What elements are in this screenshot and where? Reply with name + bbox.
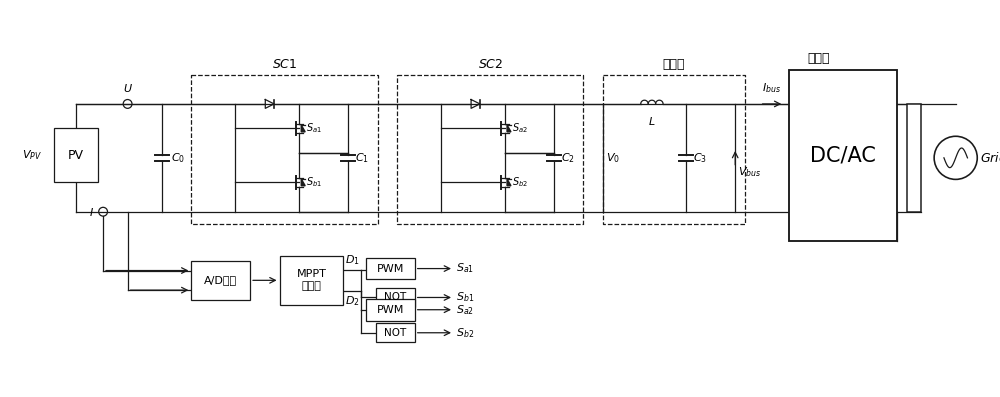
Text: $C_1$: $C_1$ bbox=[355, 151, 369, 165]
Text: $Grid$: $Grid$ bbox=[980, 151, 1000, 165]
Bar bbox=[366, 258, 415, 279]
Text: 逆变器: 逆变器 bbox=[807, 52, 830, 65]
Text: NOT: NOT bbox=[384, 328, 406, 338]
Text: $C_0$: $C_0$ bbox=[171, 151, 185, 165]
Text: $S_{b1}$: $S_{b1}$ bbox=[456, 291, 474, 304]
Text: $S_{a2}$: $S_{a2}$ bbox=[456, 303, 474, 317]
Bar bbox=[907, 104, 921, 212]
Text: $S_{a1}$: $S_{a1}$ bbox=[456, 262, 474, 276]
Text: $L$: $L$ bbox=[648, 115, 656, 127]
Text: PWM: PWM bbox=[377, 264, 404, 274]
Text: $S_{b2}$: $S_{b2}$ bbox=[456, 326, 474, 340]
Text: MPPT: MPPT bbox=[296, 270, 326, 279]
Polygon shape bbox=[301, 179, 305, 186]
Text: 控制器: 控制器 bbox=[301, 281, 321, 291]
Polygon shape bbox=[507, 179, 511, 186]
Bar bbox=[789, 69, 897, 241]
Text: $S_{b1}$: $S_{b1}$ bbox=[306, 175, 323, 189]
Text: $C_2$: $C_2$ bbox=[561, 151, 575, 165]
Text: $V_{bus}$: $V_{bus}$ bbox=[738, 166, 762, 179]
Text: PWM: PWM bbox=[377, 305, 404, 315]
Text: DC/AC: DC/AC bbox=[810, 145, 876, 166]
Text: $D_1$: $D_1$ bbox=[345, 253, 360, 267]
Text: $SC1$: $SC1$ bbox=[272, 58, 297, 71]
Text: $C_3$: $C_3$ bbox=[693, 151, 707, 165]
Text: $S_{a1}$: $S_{a1}$ bbox=[306, 121, 322, 135]
Text: NOT: NOT bbox=[384, 293, 406, 303]
Bar bbox=[376, 288, 415, 307]
Bar bbox=[366, 299, 415, 320]
Text: $I$: $I$ bbox=[89, 206, 94, 218]
Text: $V_0$: $V_0$ bbox=[606, 151, 620, 165]
Text: $U$: $U$ bbox=[123, 82, 133, 94]
Text: $I_{bus}$: $I_{bus}$ bbox=[762, 81, 781, 95]
Polygon shape bbox=[507, 125, 511, 132]
Bar bbox=[191, 261, 250, 300]
Bar bbox=[54, 129, 98, 182]
Polygon shape bbox=[301, 125, 305, 132]
Bar bbox=[376, 324, 415, 342]
Text: 滤波器: 滤波器 bbox=[663, 58, 685, 71]
Text: $S_{b2}$: $S_{b2}$ bbox=[512, 175, 528, 189]
Bar bbox=[280, 256, 343, 305]
Text: PV: PV bbox=[68, 149, 84, 162]
Text: A/D转换: A/D转换 bbox=[204, 276, 237, 285]
Text: $SC2$: $SC2$ bbox=[478, 58, 503, 71]
Text: $S_{a2}$: $S_{a2}$ bbox=[512, 121, 528, 135]
Text: $D_2$: $D_2$ bbox=[345, 294, 360, 308]
Text: $V_{PV}$: $V_{PV}$ bbox=[22, 148, 42, 162]
